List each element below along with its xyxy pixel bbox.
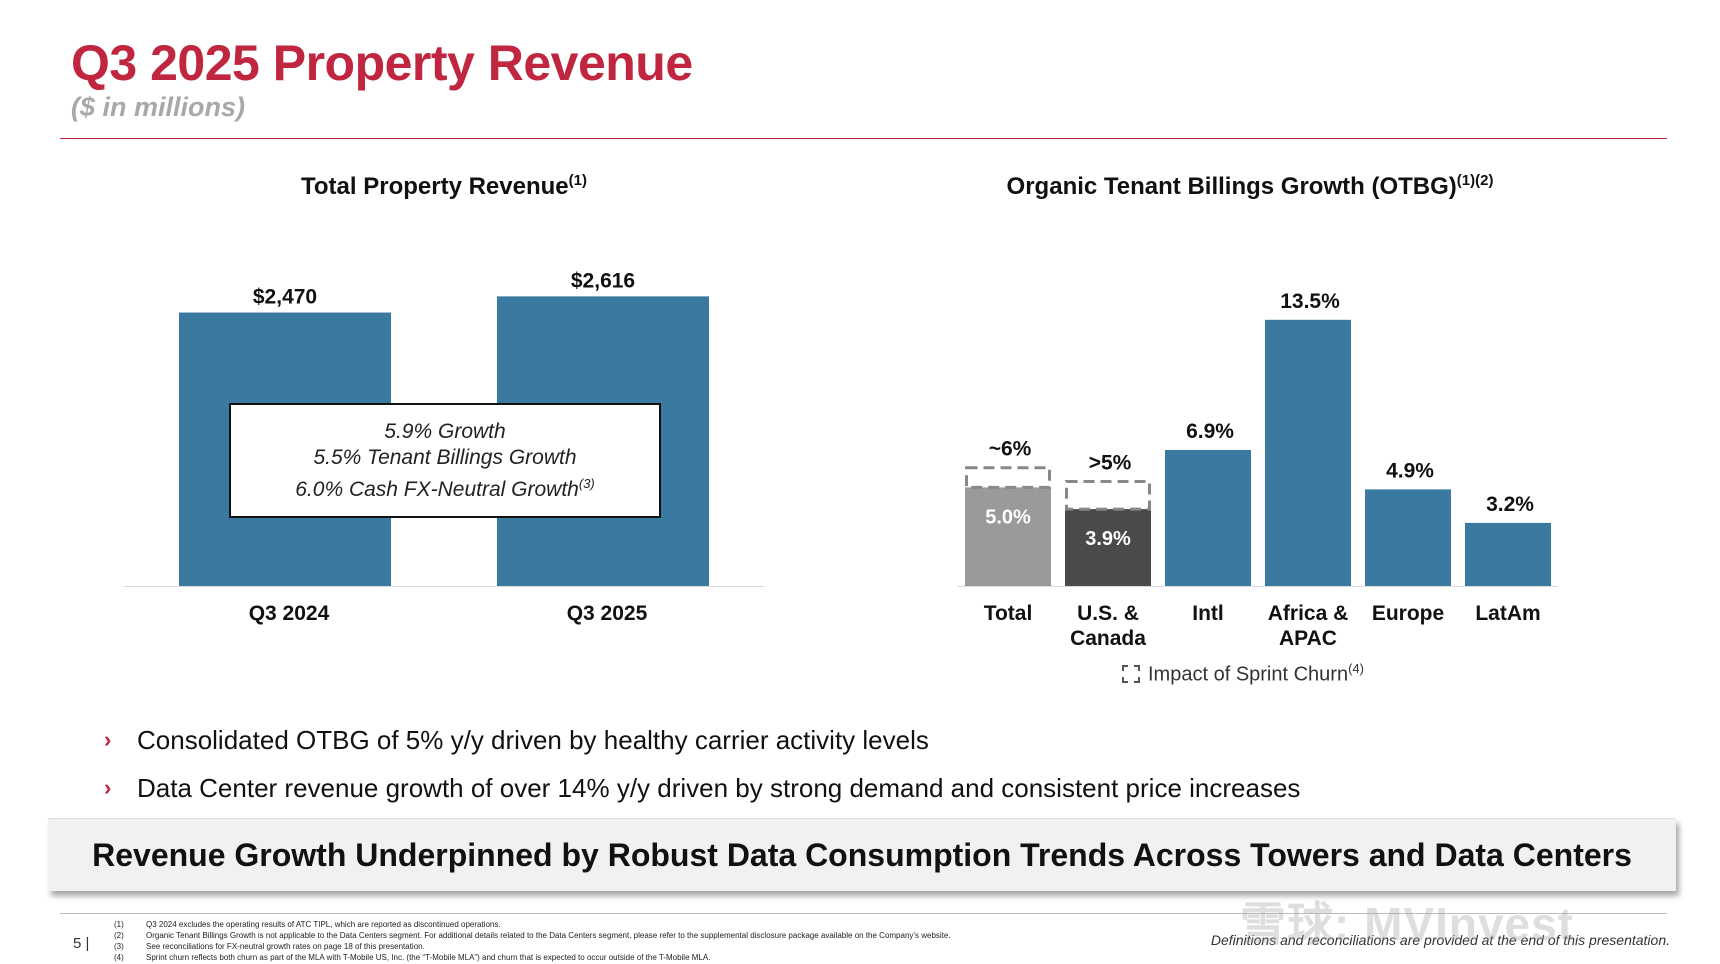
footnotes: (1) Q3 2024 excludes the operating result… bbox=[114, 919, 951, 963]
sprint-churn-impact-box bbox=[1065, 479, 1151, 511]
x-tick-label: Africa & bbox=[1268, 602, 1349, 625]
bar bbox=[1465, 522, 1551, 586]
definitions-note: Definitions and reconciliations are prov… bbox=[1210, 932, 1670, 948]
legend-label-text: Impact of Sprint Churn bbox=[1148, 663, 1349, 686]
data-label: 4.9% bbox=[1386, 459, 1434, 482]
growth-line-2: 5.5% Tenant Billings Growth bbox=[313, 445, 577, 469]
left-chart-title: Total Property Revenue(1) bbox=[124, 172, 764, 201]
x-tick-label: APAC bbox=[1279, 627, 1337, 650]
dashed-box-icon bbox=[1122, 665, 1140, 683]
page-subtitle: ($ in millions) bbox=[71, 92, 246, 122]
right-chart-title: Organic Tenant Billings Growth (OTBG)(1)… bbox=[940, 172, 1560, 201]
bullet-item: › Consolidated OTBG of 5% y/y driven by h… bbox=[104, 725, 1300, 755]
footnote: (4) Sprint churn reflects both churn as p… bbox=[114, 952, 951, 963]
data-label: 13.5% bbox=[1280, 290, 1340, 313]
page-number: 5 | bbox=[73, 935, 90, 952]
legend-label: Impact of Sprint Churn(4) bbox=[1148, 661, 1364, 687]
bar bbox=[1365, 489, 1451, 586]
bar bbox=[965, 487, 1051, 586]
header-divider bbox=[60, 138, 1667, 139]
footer-divider bbox=[60, 913, 1667, 914]
bullet-text: Data Center revenue growth of over 14% y… bbox=[137, 772, 1301, 803]
left-chart-title-text: Total Property Revenue bbox=[301, 173, 569, 200]
legend-footnote: (4) bbox=[1348, 661, 1364, 677]
data-label-inside: 5.0% bbox=[985, 506, 1031, 528]
x-tick-label: U.S. & bbox=[1077, 602, 1139, 625]
footnote: (1) Q3 2024 excludes the operating result… bbox=[114, 919, 951, 930]
footnote-number: (1) bbox=[114, 920, 124, 929]
data-label: 3.2% bbox=[1486, 493, 1534, 516]
growth-line-3-footnote: (3) bbox=[578, 475, 595, 491]
charts-canvas: $2,470 Q3 2024 $2,616 Q3 2025 5.0% ~6% Total 3.… bbox=[124, 269, 1558, 650]
footnote-text: Organic Tenant Billings Growth is not ap… bbox=[146, 931, 951, 940]
footnote-text: Sprint churn reflects both churn as part… bbox=[146, 953, 711, 962]
bullet-text: Consolidated OTBG of 5% y/y driven by he… bbox=[137, 724, 929, 755]
footnote: (3) See reconciliations for FX-neutral gr… bbox=[114, 941, 951, 952]
footnote-number: (2) bbox=[114, 931, 124, 940]
bullet-item: › Data Center revenue growth of over 14% … bbox=[104, 773, 1300, 803]
footnote-text: Q3 2024 excludes the operating results o… bbox=[146, 920, 501, 929]
footnote: (2) Organic Tenant Billings Growth is not… bbox=[114, 930, 951, 941]
chart-legend: Impact of Sprint Churn(4) bbox=[1122, 661, 1364, 687]
growth-callout-box: 5.9% Growth 5.5% Tenant Billings Growth … bbox=[229, 403, 661, 518]
data-label: $2,616 bbox=[571, 269, 635, 292]
x-tick-label: Q3 2024 bbox=[249, 602, 330, 625]
growth-line-3: 6.0% Cash FX-Neutral Growth(3) bbox=[295, 471, 595, 503]
right-chart-title-text: Organic Tenant Billings Growth (OTBG) bbox=[1006, 173, 1457, 200]
watermark-text: 雪球: MVInvest bbox=[1240, 898, 1575, 950]
growth-line-3-text: 6.0% Cash FX-Neutral Growth bbox=[295, 477, 579, 501]
x-tick-label: LatAm bbox=[1475, 602, 1540, 625]
bar bbox=[1065, 509, 1151, 586]
chevron-right-icon: › bbox=[104, 727, 112, 752]
x-tick-label: Intl bbox=[1192, 602, 1224, 625]
x-tick-label: Europe bbox=[1372, 602, 1444, 625]
bullet-list: › Consolidated OTBG of 5% y/y driven by h… bbox=[104, 725, 1300, 821]
footnote-number: (4) bbox=[114, 953, 124, 962]
sprint-churn-impact-box bbox=[965, 466, 1051, 489]
footnote-number: (3) bbox=[114, 942, 124, 951]
summary-banner: Revenue Growth Underpinned by Robust Dat… bbox=[48, 818, 1676, 891]
data-label: $2,470 bbox=[253, 286, 317, 309]
data-label: ~6% bbox=[989, 438, 1032, 461]
data-label-inside: 3.9% bbox=[1085, 528, 1131, 550]
growth-line-1: 5.9% Growth bbox=[384, 419, 506, 443]
page-title: Q3 2025 Property Revenue bbox=[71, 35, 693, 91]
data-label: >5% bbox=[1089, 451, 1132, 474]
bar bbox=[1165, 449, 1251, 586]
bar bbox=[1265, 319, 1351, 586]
chevron-right-icon: › bbox=[104, 775, 112, 800]
data-label: 6.9% bbox=[1186, 420, 1234, 443]
x-tick-label: Total bbox=[984, 602, 1033, 625]
footnote-text: See reconciliations for FX-neutral growt… bbox=[146, 942, 425, 951]
x-tick-label: Canada bbox=[1070, 627, 1146, 650]
left-chart-title-footnote: (1) bbox=[568, 172, 587, 189]
x-tick-label: Q3 2025 bbox=[567, 602, 648, 625]
right-chart-title-footnote: (1)(2) bbox=[1456, 172, 1494, 189]
